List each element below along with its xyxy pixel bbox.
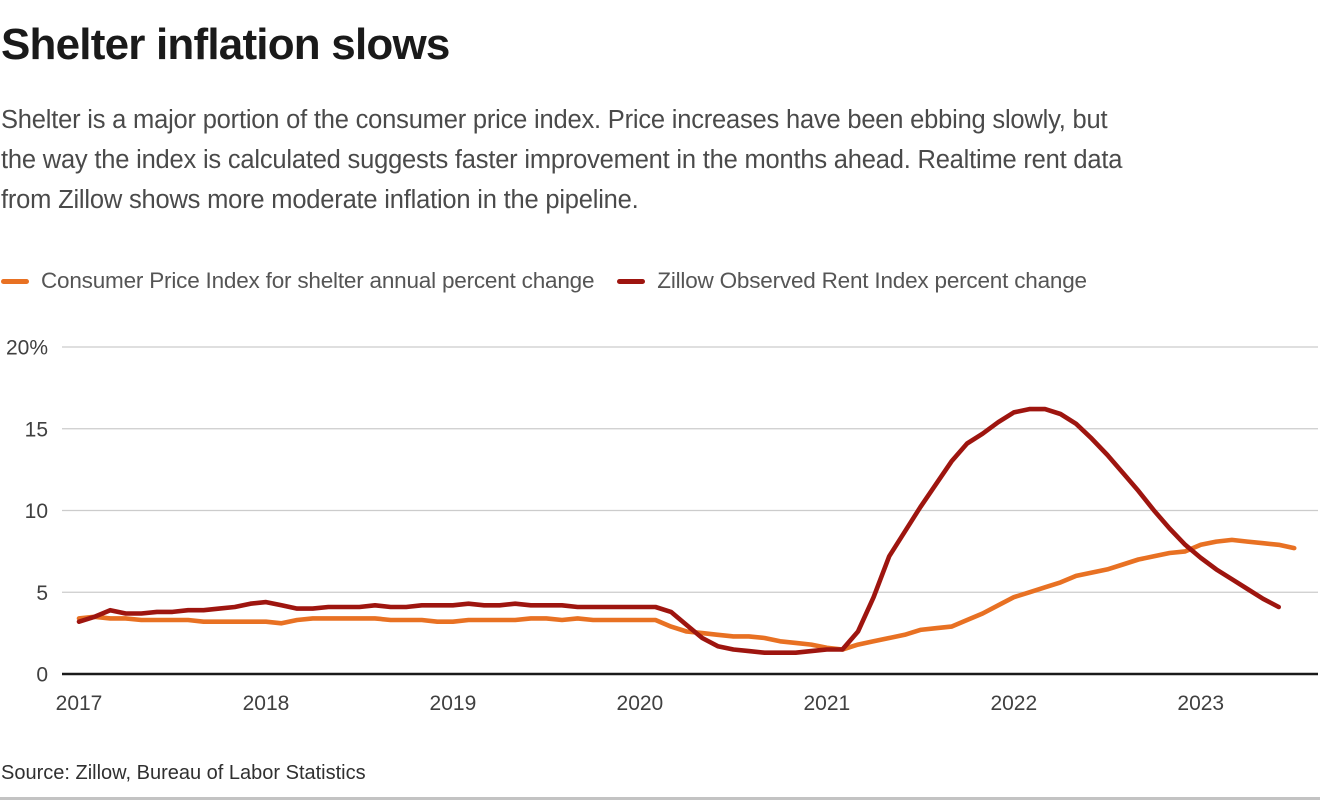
y-tick-label: 10 — [25, 500, 48, 523]
zillow-line-swatch-icon — [617, 278, 646, 284]
bottom-divider — [0, 797, 1320, 800]
series-line-cpi — [76, 537, 1297, 652]
subtitle-line-1: Shelter is a major portion of the consum… — [1, 106, 1108, 134]
series-line-zillow — [76, 406, 1281, 656]
subtitle-line-2: the way the index is calculated suggests… — [1, 146, 1123, 174]
legend-item-cpi: Consumer Price Index for shelter annual … — [1, 268, 594, 294]
x-tick-label: 2019 — [430, 692, 477, 715]
x-tick-label: 2023 — [1177, 692, 1224, 715]
y-tick-label: 15 — [25, 418, 48, 441]
subtitle-line-3: from Zillow shows more moderate inflatio… — [1, 186, 639, 214]
x-tick-label: 2018 — [243, 692, 290, 715]
y-tick-label: 20% — [6, 337, 48, 360]
x-tick-label: 2021 — [803, 692, 850, 715]
legend-item-zillow: Zillow Observed Rent Index percent chang… — [617, 268, 1087, 294]
y-tick-label: 5 — [36, 582, 48, 605]
x-tick-label: 2020 — [617, 692, 664, 715]
cpi-line-swatch-icon — [1, 278, 29, 284]
source-note: Source: Zillow, Bureau of Labor Statisti… — [1, 762, 366, 784]
legend-label-cpi: Consumer Price Index for shelter annual … — [41, 268, 595, 293]
legend-label-zillow: Zillow Observed Rent Index percent chang… — [657, 268, 1087, 293]
x-tick-label: 2022 — [990, 692, 1037, 715]
y-tick-label: 0 — [36, 664, 48, 687]
page-title: Shelter inflation slows — [1, 20, 450, 69]
x-tick-label: 2017 — [56, 692, 103, 715]
chart-legend: Consumer Price Index for shelter annual … — [1, 268, 1087, 294]
